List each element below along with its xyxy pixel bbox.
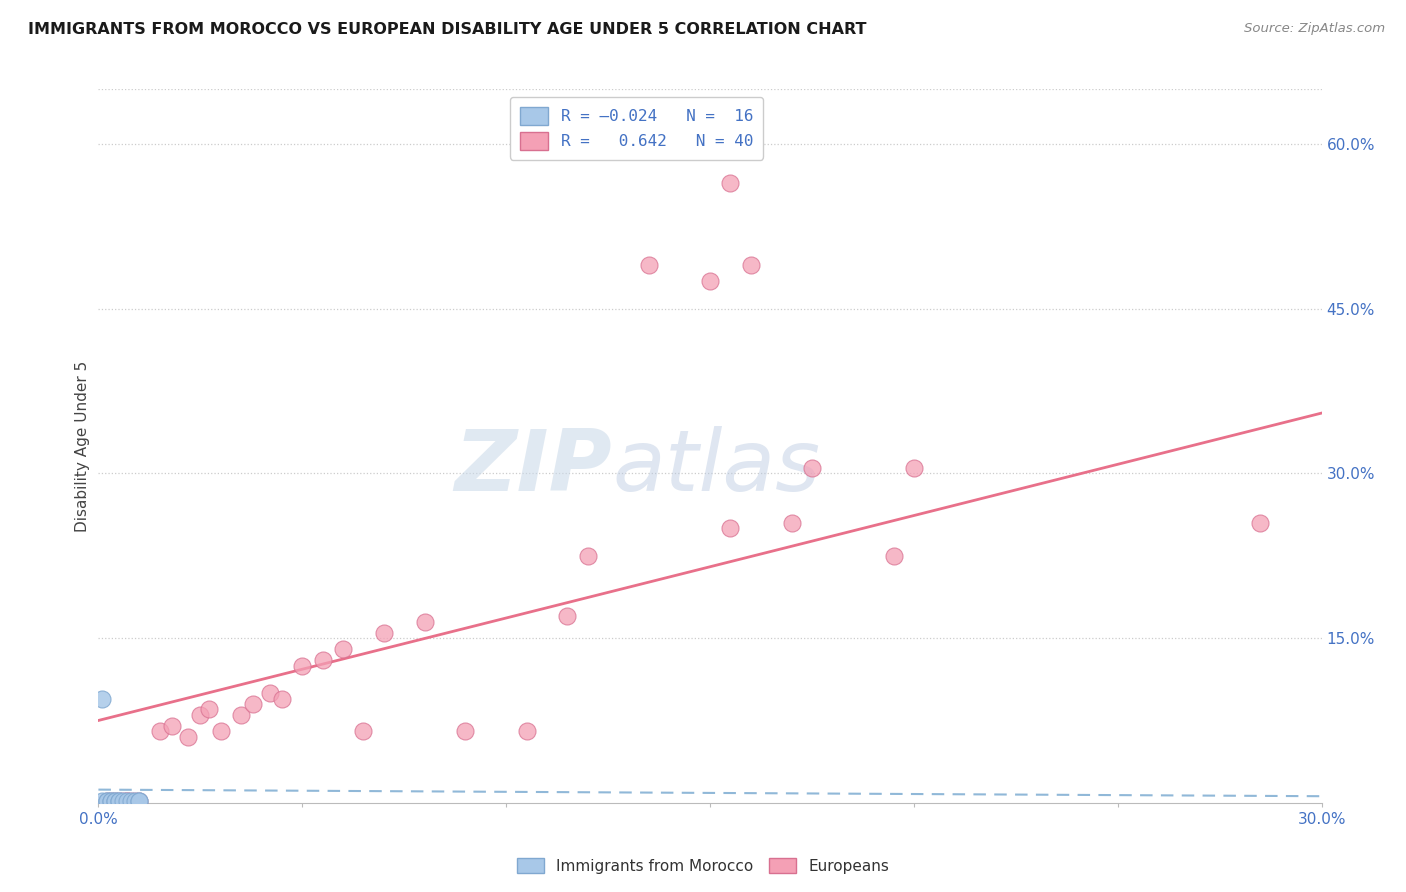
Point (115, 794, 138, 808)
Point (100, 794, 122, 808)
Point (1249, 516, 1271, 530)
Point (801, 461, 824, 475)
Point (160, 719, 183, 733)
Point (188, 708, 212, 723)
Point (413, 615, 436, 629)
Point (576, 549, 599, 563)
Point (108, 794, 131, 808)
Point (454, 724, 477, 739)
Point (96, 794, 118, 808)
Point (149, 724, 172, 739)
Point (115, 794, 138, 808)
Point (100, 794, 122, 808)
Point (259, 686, 281, 700)
Point (108, 794, 131, 808)
Point (128, 794, 150, 808)
Point (111, 794, 134, 808)
Point (197, 702, 219, 716)
Point (209, 724, 232, 739)
Point (242, 697, 264, 711)
Point (115, 794, 138, 808)
Point (740, 258, 762, 272)
Point (352, 724, 374, 739)
Text: IMMIGRANTS FROM MOROCCO VS EUROPEAN DISABILITY AGE UNDER 5 CORRELATION CHART: IMMIGRANTS FROM MOROCCO VS EUROPEAN DISA… (28, 22, 866, 37)
Point (516, 724, 538, 739)
Legend: R = –0.024   N =  16, R =   0.642   N = 40: R = –0.024 N = 16, R = 0.642 N = 40 (510, 97, 763, 160)
Point (291, 658, 314, 673)
Point (120, 794, 142, 808)
Text: atlas: atlas (612, 425, 820, 509)
Point (780, 516, 803, 530)
Point (91, 691, 114, 706)
Point (270, 691, 294, 706)
Point (638, 258, 661, 272)
Legend: Immigrants from Morocco, Europeans: Immigrants from Morocco, Europeans (510, 852, 896, 880)
Point (720, 521, 742, 535)
Point (124, 794, 146, 808)
Text: ZIP: ZIP (454, 425, 612, 509)
Point (100, 794, 122, 808)
Point (96, 794, 118, 808)
Text: Source: ZipAtlas.com: Source: ZipAtlas.com (1244, 22, 1385, 36)
Point (903, 461, 925, 475)
Y-axis label: Disability Age Under 5: Disability Age Under 5 (75, 360, 90, 532)
Point (120, 794, 142, 808)
Point (557, 609, 579, 624)
Point (104, 794, 127, 808)
Point (108, 794, 131, 808)
Point (231, 708, 253, 723)
Point (720, 176, 742, 190)
Point (332, 642, 354, 657)
Point (111, 794, 134, 808)
Point (373, 625, 395, 640)
Point (124, 794, 146, 808)
Point (96, 794, 118, 808)
Point (104, 794, 127, 808)
Point (312, 653, 335, 667)
Point (128, 794, 150, 808)
Point (883, 549, 905, 563)
Point (128, 794, 150, 808)
Point (104, 794, 127, 808)
Point (91, 794, 114, 808)
Point (177, 730, 200, 744)
Point (699, 274, 721, 288)
